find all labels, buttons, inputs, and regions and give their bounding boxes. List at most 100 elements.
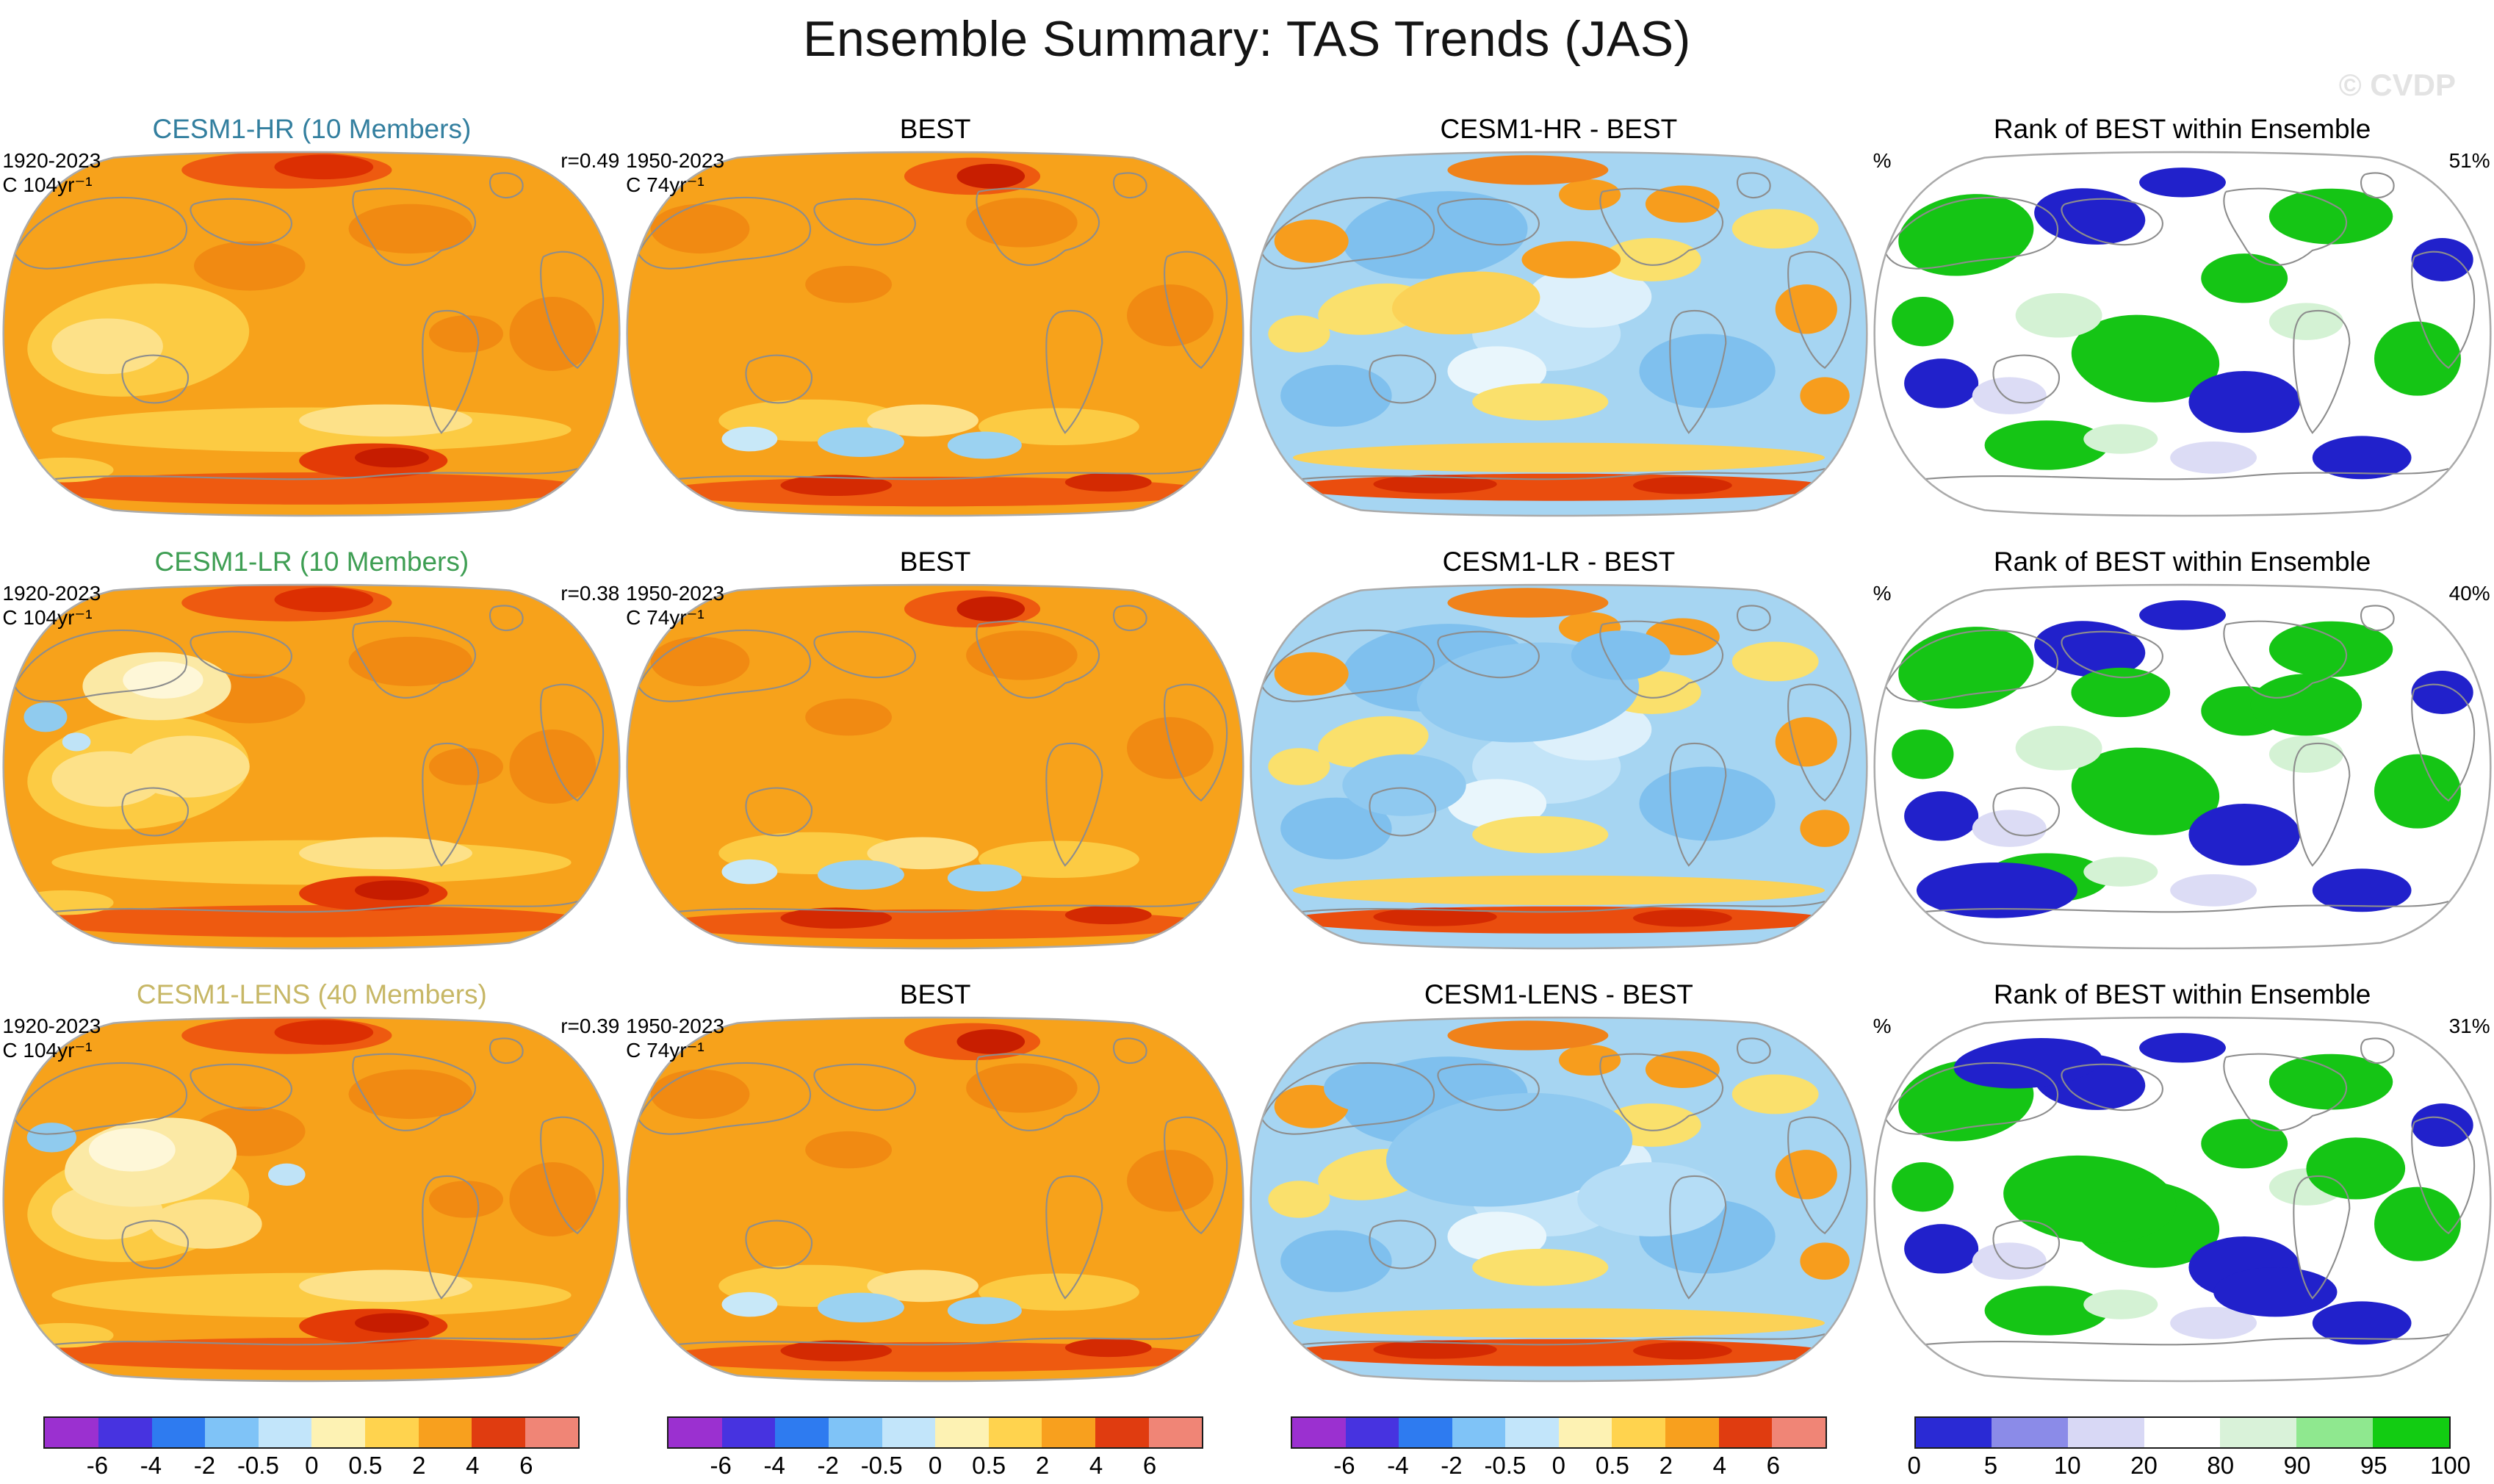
colorbar-tick-label: -4: [1387, 1452, 1409, 1479]
colorbar-tick-label: -0.5: [237, 1452, 279, 1479]
colorbar-segment: [2068, 1418, 2144, 1447]
colorbar-tick-label: 20: [2130, 1452, 2158, 1479]
units-label: C 104yr⁻¹: [2, 173, 93, 196]
colorbar-segment: [988, 1418, 1042, 1447]
colorbar-segment: [525, 1418, 579, 1447]
world-map: [1250, 151, 1868, 517]
period-units-label: 1920-2023 C 104yr⁻¹: [2, 581, 101, 630]
panel-r2-cesm1-lr-ensemble: CESM1-LR (10 Members) 1920-2023 C 104yr⁻…: [0, 543, 624, 952]
period-label: 1950-2023: [626, 582, 725, 605]
rank-percent-label: 31%: [2448, 1015, 2490, 1037]
colorbar-segment: [205, 1418, 259, 1447]
map-area: 1950-2023 C 74yr⁻¹: [626, 1014, 1244, 1385]
map-area: % 40%: [1873, 581, 2492, 952]
world-map: [1873, 583, 2492, 950]
colorbar-segment: [1992, 1418, 2069, 1447]
colorbar-segment: [1345, 1418, 1399, 1447]
colorbar-segment: [668, 1418, 722, 1447]
units-label: C 74yr⁻¹: [626, 173, 704, 196]
period-units-label: 1920-2023 C 104yr⁻¹: [2, 148, 101, 197]
panel-title: CESM1-LENS (40 Members): [136, 979, 487, 1009]
map-area: [1250, 581, 1868, 952]
map-area: 1920-2023 C 104yr⁻¹ r=0.49: [2, 148, 621, 519]
colorbar-rank: 0 5 10 20 80 90 95 100: [1907, 1416, 2470, 1479]
colorbar-segment: [775, 1418, 829, 1447]
colorbar-segment: [1042, 1418, 1095, 1447]
panel-r2-best-obs: BEST 1950-2023 C 74yr⁻¹: [624, 543, 1247, 952]
panel-title: Rank of BEST within Ensemble: [1993, 979, 2371, 1009]
colorbar-segment: [1505, 1418, 1559, 1447]
map-grid: CESM1-HR (10 Members) 1920-2023 C 104yr⁻…: [0, 110, 2494, 1385]
colorbar-tick-label: 80: [2207, 1452, 2235, 1479]
period-label: 1920-2023: [2, 149, 101, 172]
period-label: 1920-2023: [2, 582, 101, 605]
colorbar-tick-label: 2: [1035, 1452, 1050, 1479]
map-area: 1950-2023 C 74yr⁻¹: [626, 148, 1244, 519]
colorbar-tick-label: -0.5: [1484, 1452, 1527, 1479]
map-area: % 51%: [1873, 148, 2492, 519]
colorbar-segment: [1915, 1418, 1992, 1447]
period-label: 1920-2023: [2, 1015, 101, 1037]
map-area: [1250, 148, 1868, 519]
map-area: [1250, 1014, 1868, 1385]
colorbar-segment: [1665, 1418, 1719, 1447]
world-map: [2, 151, 621, 517]
colorbar-tick-label: 0: [928, 1452, 943, 1479]
colorbar-tick-label: 0.5: [1595, 1452, 1629, 1479]
panel-title: BEST: [899, 114, 971, 144]
colorbar-swatches: [1290, 1416, 1827, 1449]
period-label: 1950-2023: [626, 1015, 725, 1037]
colorbar-tick-label: 2: [1659, 1452, 1673, 1479]
colorbar-trend-2: -6 -4 -2 -0.5 0 0.5 2 4 6: [667, 1416, 1204, 1479]
colorbar-tick-label: 2: [412, 1452, 426, 1479]
panel-title: BEST: [899, 979, 971, 1009]
units-label: C 104yr⁻¹: [2, 1039, 93, 1062]
panel-title: CESM1-LR - BEST: [1442, 547, 1676, 577]
colorbar-tick-label: -2: [193, 1452, 216, 1479]
units-label: C 104yr⁻¹: [2, 606, 93, 629]
percent-sign: %: [1873, 1015, 1892, 1037]
colorbar-segment: [418, 1418, 472, 1447]
period-units-label: 1950-2023 C 74yr⁻¹: [626, 1014, 724, 1062]
colorbar-swatches: [667, 1416, 1204, 1449]
colorbar-tick-label: 0: [305, 1452, 319, 1479]
colorbar-ticks: 0 5 10 20 80 90 95 100: [1907, 1449, 2470, 1479]
panel-title: Rank of BEST within Ensemble: [1993, 114, 2371, 144]
percent-sign: %: [1873, 149, 1892, 172]
colorbar-segment: [151, 1418, 206, 1447]
period-units-label: 1950-2023 C 74yr⁻¹: [626, 148, 724, 197]
map-area: 1920-2023 C 104yr⁻¹ r=0.38: [2, 581, 621, 952]
world-map: [1250, 583, 1868, 950]
colorbar-segment: [1772, 1418, 1826, 1447]
colorbar-trend-1: -6 -4 -2 -0.5 0 0.5 2 4 6: [43, 1416, 580, 1479]
colorbar-tick-label: 4: [1089, 1452, 1103, 1479]
colorbar-tick-label: 100: [2430, 1452, 2471, 1479]
colorbar-segment: [2220, 1418, 2297, 1447]
colorbar-segment: [1558, 1418, 1612, 1447]
panel-r1-difference: CESM1-HR - BEST: [1247, 110, 1871, 519]
panel-r2-rank: Rank of BEST within Ensemble % 40%: [1870, 543, 2494, 952]
world-map: [1873, 151, 2492, 517]
colorbar-segment: [472, 1418, 525, 1447]
percent-unit-label: %: [1873, 1014, 1892, 1038]
period-units-label: 1950-2023 C 74yr⁻¹: [626, 581, 724, 630]
panel-r1-cesm1-hr-ensemble: CESM1-HR (10 Members) 1920-2023 C 104yr⁻…: [0, 110, 624, 519]
colorbar-segment: [1291, 1418, 1346, 1447]
rank-percent-label: 51%: [2448, 149, 2490, 172]
colorbar-segment: [2144, 1418, 2221, 1447]
colorbar-segment: [1399, 1418, 1452, 1447]
panel-title: CESM1-HR (10 Members): [152, 114, 472, 144]
figure-header: Ensemble Summary: TAS Trends (JAS): [0, 10, 2494, 68]
period-units-label: 1920-2023 C 104yr⁻¹: [2, 1014, 101, 1062]
colorbar-segment: [1148, 1418, 1203, 1447]
world-map: [626, 1016, 1244, 1383]
world-map: [626, 583, 1244, 950]
world-map: [1250, 1016, 1868, 1383]
world-map: [2, 583, 621, 950]
colorbar-segment: [258, 1418, 312, 1447]
panel-title: BEST: [899, 547, 971, 577]
colorbar-segment: [1095, 1418, 1149, 1447]
cvdp-watermark: © CVDP: [2338, 68, 2456, 102]
colorbar-tick-label: 4: [1712, 1452, 1727, 1479]
colorbar-tick-label: 0.5: [348, 1452, 383, 1479]
